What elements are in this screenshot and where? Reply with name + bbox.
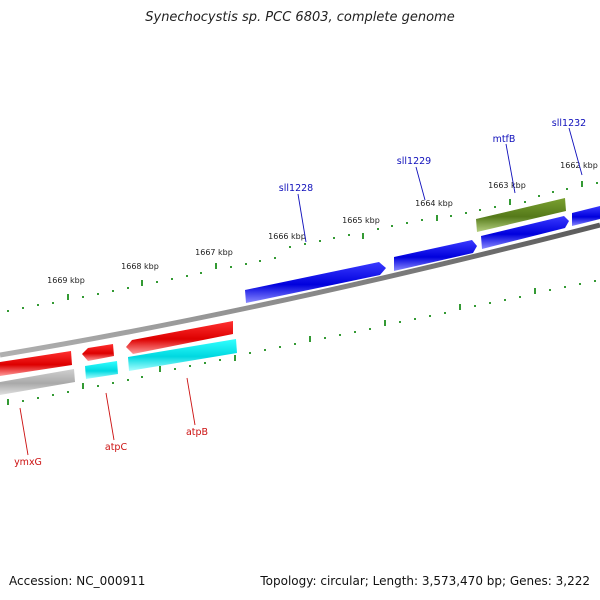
leader-atpB xyxy=(186,377,196,426)
gene-atpC[interactable] xyxy=(82,344,114,361)
kbp-label-1666: 1666 kbp xyxy=(268,232,306,241)
leader-atpC xyxy=(105,392,115,441)
gene-sll1229[interactable] xyxy=(394,240,477,271)
kbp-label-1668: 1668 kbp xyxy=(121,262,159,271)
leader-ymxG xyxy=(19,407,29,456)
gene-ymxG[interactable] xyxy=(0,351,72,376)
inner-tick-ring xyxy=(7,280,596,405)
feature-atpC-rna[interactable] xyxy=(85,361,118,379)
kbp-label-1664: 1664 kbp xyxy=(415,199,453,208)
gene-label-ymxG[interactable]: ymxG xyxy=(14,457,42,468)
gene-label-atpC[interactable]: atpC xyxy=(105,442,128,453)
gene-label-sll1229[interactable]: sll1229 xyxy=(397,156,431,167)
gene-sll1228[interactable] xyxy=(245,262,386,303)
leader-sll1229 xyxy=(415,166,426,201)
gene-label-atpB[interactable]: atpB xyxy=(186,427,208,438)
gene-sll1229-part2[interactable] xyxy=(481,216,569,249)
leader-mtfB xyxy=(505,143,516,194)
kbp-label-1669: 1669 kbp xyxy=(47,276,85,285)
feature-ymxG-pseudo[interactable] xyxy=(0,369,75,395)
kbp-label-1663: 1663 kbp xyxy=(488,181,526,190)
gene-atpB[interactable] xyxy=(126,321,233,354)
topology-text: Topology: circular; Length: 3,573,470 bp… xyxy=(260,574,590,588)
leader-sll1232 xyxy=(568,127,583,176)
feature-atpB-rna[interactable] xyxy=(128,339,237,371)
kbp-label-1667: 1667 kbp xyxy=(195,248,233,257)
gene-label-sll1232[interactable]: sll1232 xyxy=(552,118,586,129)
genome-backbone xyxy=(0,222,600,358)
outer-tick-ring xyxy=(7,181,598,312)
accession-text: Accession: NC_000911 xyxy=(9,574,146,588)
leader-sll1228 xyxy=(297,193,307,243)
kbp-label-1665: 1665 kbp xyxy=(342,216,380,225)
gene-label-mtfB[interactable]: mtfB xyxy=(493,134,516,145)
genome-title: Synechocystis sp. PCC 6803, complete gen… xyxy=(145,10,455,25)
gene-sll1232[interactable] xyxy=(572,206,600,226)
gene-mtfB[interactable] xyxy=(476,198,566,232)
gene-label-sll1228[interactable]: sll1228 xyxy=(279,183,313,194)
